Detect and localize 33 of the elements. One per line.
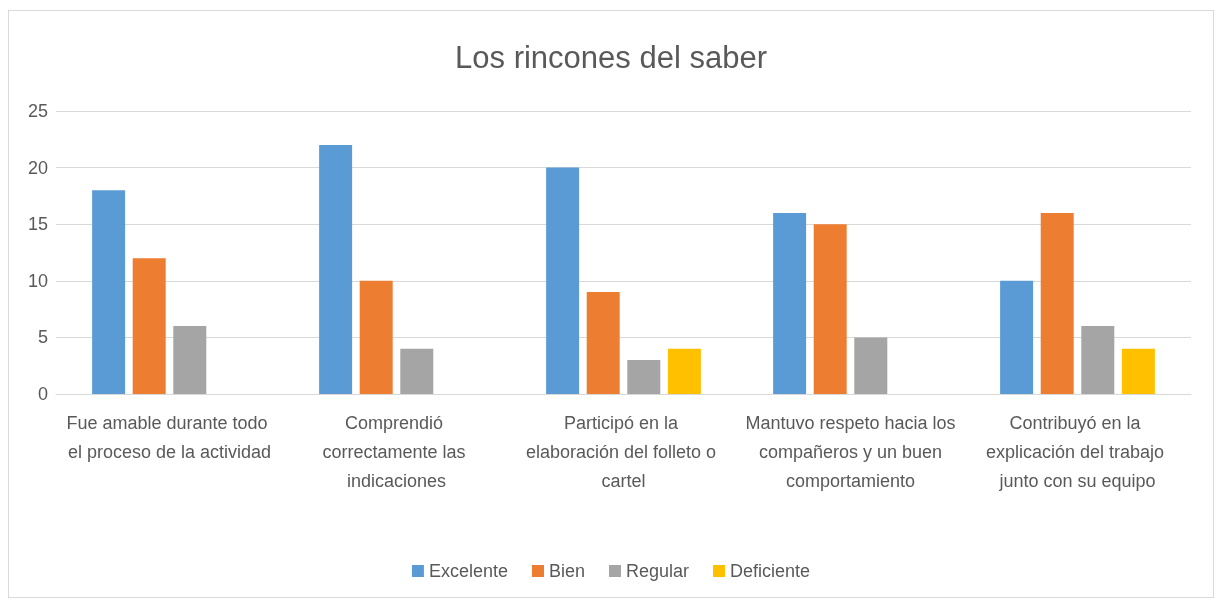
bar xyxy=(1081,326,1115,394)
legend-label: Regular xyxy=(626,561,690,581)
bar xyxy=(173,326,207,394)
bar xyxy=(773,212,807,394)
chart-title: Los rincones del saber xyxy=(455,40,767,75)
legend-label: Bien xyxy=(548,561,585,581)
bar xyxy=(627,360,661,394)
y-tick-label: 10 xyxy=(27,270,48,291)
legend-label: Deficiente xyxy=(730,561,811,581)
bar xyxy=(1040,212,1074,394)
legend-label: Excelente xyxy=(428,561,508,581)
bar xyxy=(813,224,847,394)
bar xyxy=(1121,348,1155,394)
bar xyxy=(132,258,166,394)
bar xyxy=(319,144,353,394)
bar xyxy=(586,292,620,394)
y-tick-label: 5 xyxy=(37,327,48,348)
bar xyxy=(400,348,434,394)
y-tick-label: 20 xyxy=(27,157,48,178)
x-tick-label: Mantuvo respeto hacia los compañeros y un buen comportamiento xyxy=(745,412,956,491)
x-tick-label: Contribuyó en la explicación del trabajo junto con su equipo xyxy=(985,412,1170,491)
y-tick-label: 25 xyxy=(27,101,48,121)
bar xyxy=(92,190,126,394)
y-tick-label: 0 xyxy=(37,384,48,404)
x-tick-label: Fue amable durante todo el proceso de la actividad xyxy=(66,412,273,462)
y-tick-label: 15 xyxy=(27,214,48,235)
x-tick-label: Participó en la elaboración del folleto o cartel xyxy=(525,412,722,491)
bar xyxy=(359,280,393,394)
x-tick-label: Comprendió correctamente las indicaciones xyxy=(322,412,471,491)
bar xyxy=(667,348,701,394)
bar xyxy=(854,337,888,394)
bar xyxy=(1000,280,1034,394)
bar xyxy=(546,167,580,394)
